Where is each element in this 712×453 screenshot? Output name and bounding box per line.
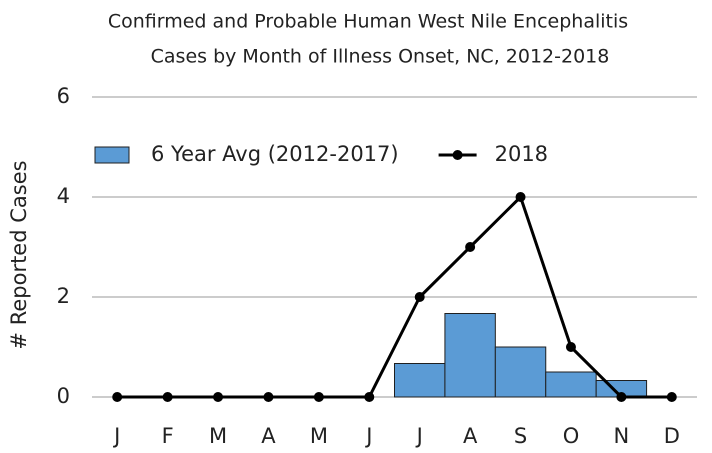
legend-label: 6 Year Avg (2012-2017)	[151, 142, 399, 166]
x-tick-label: S	[514, 424, 527, 448]
marker	[112, 392, 123, 402]
y-tick-label: 0	[57, 384, 70, 408]
x-tick-label: J	[415, 424, 423, 448]
y-tick-label: 4	[57, 184, 70, 208]
x-tick-label: O	[563, 424, 580, 448]
x-tick-label: D	[664, 424, 680, 448]
marker	[465, 242, 476, 252]
legend-label: 2018	[495, 142, 548, 166]
legend-marker	[452, 150, 463, 160]
chart-title: Confirmed and Probable Human West Nile E…	[108, 11, 628, 33]
x-tick-label: J	[112, 424, 120, 448]
x-tick-label: M	[310, 424, 328, 448]
y-tick-label: 2	[57, 284, 70, 308]
line	[117, 195, 672, 399]
bar	[545, 371, 597, 398]
x-tick-label: A	[463, 424, 478, 448]
x-tick-label: A	[261, 424, 276, 448]
chart-title: Cases by Month of Illness Onset, NC, 201…	[151, 46, 610, 68]
x-tick-label: F	[162, 424, 174, 448]
marker	[364, 392, 375, 402]
bar	[394, 363, 446, 398]
bar	[494, 346, 547, 398]
marker	[162, 392, 173, 402]
x-tick-label: N	[614, 424, 630, 448]
marker	[414, 292, 425, 302]
bar	[444, 313, 496, 398]
marker	[666, 392, 677, 402]
marker	[616, 392, 627, 402]
marker	[213, 392, 224, 402]
x-tick-label: J	[364, 424, 372, 448]
x-tick-label: M	[209, 424, 227, 448]
y-tick-label: 6	[57, 84, 70, 108]
marker	[263, 392, 274, 402]
marker	[313, 392, 324, 402]
y-axis-label: # Reported Cases	[7, 160, 31, 349]
legend-swatch	[94, 146, 130, 164]
marker	[565, 342, 576, 352]
marker	[515, 192, 526, 202]
